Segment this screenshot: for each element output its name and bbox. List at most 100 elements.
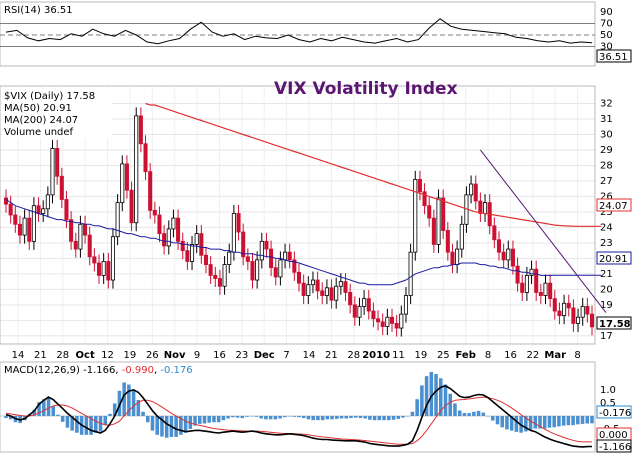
macd-histogram-bar: [254, 415, 259, 417]
macd-histogram-bar: [297, 415, 301, 418]
rsi-frame: [0, 1, 596, 67]
candle-body: [134, 115, 139, 224]
x-tick-label: 16: [213, 350, 226, 361]
macd-histogram-bar: [420, 385, 424, 416]
macd-tag-zero: 0.000: [596, 427, 632, 441]
candle-body: [162, 233, 167, 247]
macd-histogram-bar: [84, 415, 89, 435]
candle-body: [422, 191, 427, 207]
macd-line: [5, 385, 593, 448]
candle-body: [245, 256, 250, 262]
candle-body: [176, 217, 181, 242]
candle-body: [510, 248, 515, 267]
candle-body: [241, 231, 246, 258]
macd-tag-zero-text: 0.000: [599, 430, 628, 441]
candle-body: [83, 223, 88, 236]
candle-body: [269, 248, 274, 269]
candle-body: [264, 240, 269, 250]
macd-histogram-bar: [245, 415, 249, 417]
candle-body: [199, 233, 204, 256]
price-tick-label: 25: [600, 207, 613, 218]
candle-body: [445, 230, 450, 253]
candle-body: [208, 264, 213, 276]
macd-histogram-bar: [112, 403, 117, 416]
candle-body: [366, 298, 371, 312]
macd-histogram-bar: [273, 415, 278, 420]
candle-body: [571, 307, 576, 324]
candle-body: [338, 281, 343, 287]
macd-histogram-bar: [8, 415, 13, 420]
macd-histogram-bar: [60, 415, 65, 422]
candle-body: [441, 197, 446, 231]
macd-histogram-bar: [316, 415, 320, 421]
candle-body: [450, 251, 455, 265]
candle-body: [194, 233, 199, 245]
x-tick-label: Oct: [76, 350, 95, 361]
macd-tick-label: 1.0: [600, 385, 616, 396]
x-tick-label: 22: [526, 350, 539, 361]
candle-body: [501, 251, 506, 261]
price-tick-label: 26: [600, 191, 613, 202]
macd-histogram-bar: [202, 415, 207, 424]
macd-histogram-bar: [75, 415, 79, 433]
candle-body: [110, 236, 115, 281]
macd-histogram-bar: [226, 415, 230, 419]
macd-histogram-bar: [538, 415, 542, 429]
macd-histogram-bar: [56, 414, 60, 416]
candle-body: [436, 197, 441, 245]
macd-histogram-bar: [278, 415, 282, 419]
candle-body: [3, 197, 9, 205]
macd-histogram-bar: [193, 415, 197, 426]
macd-histogram-bar: [580, 415, 585, 424]
candle-body: [431, 217, 436, 245]
candle-body: [589, 313, 595, 328]
x-tick-label: 14: [303, 350, 316, 361]
candle-body: [22, 217, 27, 236]
macd-histogram-bar: [415, 399, 419, 416]
candle-body: [385, 316, 390, 327]
candle-body: [552, 298, 557, 312]
macd-histogram-bar: [495, 415, 500, 425]
macd-histogram-bar: [127, 384, 131, 416]
macd-histogram-bar: [500, 415, 504, 428]
price-panel: 32313029282726252423222120191817 VIX Vol…: [0, 79, 632, 345]
macd-histogram-bar: [561, 415, 566, 426]
candle-body: [389, 316, 395, 324]
candle-body: [524, 275, 529, 293]
candle-body: [469, 183, 474, 196]
x-tick-label: 11: [392, 350, 405, 361]
macd-histogram-bar: [509, 415, 514, 431]
x-axis-labels: 14 21 28 Oct 12 19 26 Nov 9 16 23 Dec 7 14 21 28 2010 11 1…: [12, 350, 581, 361]
candle-body: [357, 305, 362, 318]
candle-body: [259, 240, 264, 261]
rsi-reference-lines: [0, 22, 595, 47]
candle-body: [348, 292, 353, 306]
macd-histogram-bar: [212, 415, 216, 423]
macd-histogram-bar: [344, 415, 349, 419]
candle-body: [506, 248, 511, 261]
macd-histogram-bar: [235, 415, 240, 418]
candle-body: [250, 261, 255, 281]
rsi-panel: 9070503010 RSI(14) 36.51 36.51: [0, 1, 632, 67]
macd-histogram-bar: [448, 393, 452, 416]
candle-body: [143, 143, 148, 173]
x-tick-label: 8: [574, 350, 580, 361]
legend-volume: Volume undef: [4, 127, 74, 138]
rsi-value-tag-text: 36.51: [599, 52, 628, 63]
candle-body: [283, 251, 288, 261]
x-tick-label: 9: [194, 350, 200, 361]
macd-histogram-bar: [51, 405, 56, 416]
macd-histogram-bar: [32, 409, 37, 416]
price-frame: [0, 85, 596, 345]
candle-body: [115, 202, 120, 238]
macd-histogram-bar: [467, 413, 471, 416]
candle-body: [217, 278, 222, 287]
candle-body: [69, 219, 74, 242]
candle-body: [324, 287, 329, 296]
macd-histogram-bar: [410, 411, 415, 416]
macd-histogram-bar: [382, 415, 386, 421]
x-tick-label: 28: [347, 350, 360, 361]
macd-legend: MACD(12,26,9) -1.166, -0.990, -0.176: [4, 365, 193, 376]
macd-histogram-bar: [4, 415, 8, 419]
macd-histogram-bar: [249, 415, 254, 417]
